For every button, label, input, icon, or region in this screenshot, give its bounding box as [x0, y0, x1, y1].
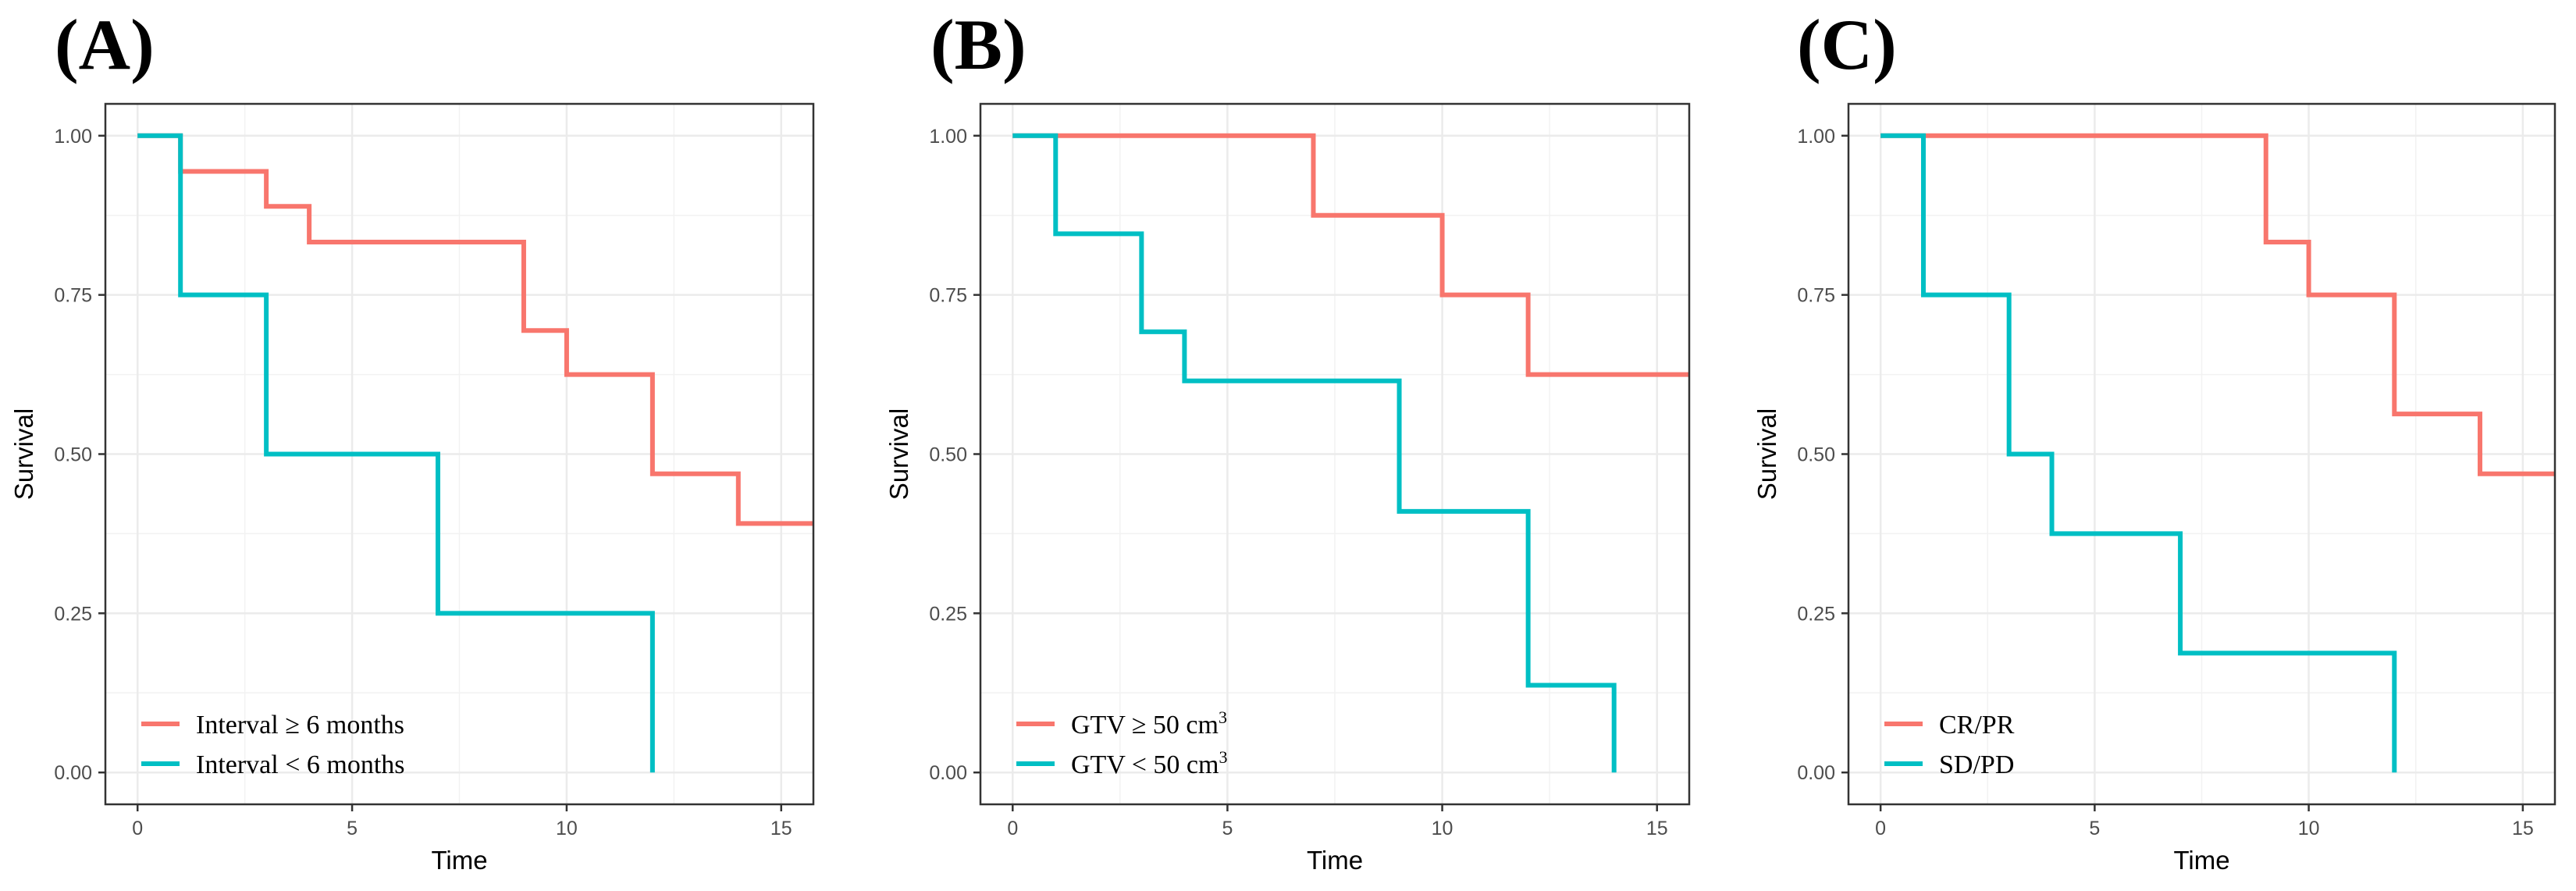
- panel-a-ticks: 0 5 10 15 0.00 0.25 0.50 0.75 1.00: [54, 126, 792, 839]
- panel-b-legend-label-sup-0: 3: [1219, 707, 1227, 727]
- panel-b-grid-major: [980, 104, 1689, 804]
- panel-c-grid-major: [1848, 104, 2555, 804]
- panel-c-y-tick-label-1: 0.25: [1797, 603, 1835, 625]
- panel-c-legend-label-1: SD/PD: [1939, 750, 2014, 779]
- panel-b-legend-label-1: GTV < 50 cm3: [1071, 747, 1227, 779]
- panel-b-y-tick-label-0: 0.00: [929, 762, 967, 784]
- panel-c-y-tick-label-3: 0.75: [1797, 285, 1835, 307]
- panel-label-c: (C): [1797, 5, 1897, 84]
- panel-c-y-tick-label-2: 0.50: [1797, 444, 1835, 466]
- panel-c-legend-label-0: CR/PR: [1939, 711, 2015, 740]
- panel-c-series: [1880, 133, 2555, 773]
- panel-b-y-tick-label-2: 0.50: [929, 444, 967, 466]
- panel-a-legend-label-1: Interval < 6 months: [196, 750, 405, 779]
- panel-a: (A) 0 5 10 15 0.00 0.25 0.50 0.75 1.00 Time Surv…: [9, 5, 815, 875]
- panel-c-legend: CR/PR SD/PD: [1884, 711, 2015, 779]
- panel-label-b: (B): [930, 5, 1026, 84]
- panel-a-x-axis-title: Time: [431, 846, 487, 875]
- panel-c-x-tick-label-0: 0: [1875, 818, 1886, 839]
- panel-c-x-tick-label-1: 5: [2089, 818, 2100, 839]
- panel-c-legend-label-main-1: SD/PD: [1939, 750, 2014, 779]
- panel-b-legend-label-0: GTV ≥ 50 cm3: [1071, 707, 1227, 740]
- panel-a-curve-cyan: [137, 133, 655, 773]
- panel-a-x-tick-label-0: 0: [132, 818, 143, 839]
- panel-c-ticks: 0 5 10 15 0.00 0.25 0.50 0.75 1.00: [1797, 126, 2533, 839]
- panel-b-curve-red: [1012, 133, 1689, 377]
- panel-a-legend: Interval ≥ 6 months Interval < 6 months: [141, 711, 405, 779]
- panel-b-x-tick-label-3: 15: [1646, 818, 1668, 839]
- panel-a-y-tick-label-4: 1.00: [54, 126, 92, 148]
- panel-a-y-axis-title: Survival: [9, 408, 38, 500]
- panel-b-y-axis-title: Survival: [884, 408, 913, 500]
- panel-label-a: (A): [55, 5, 155, 84]
- panel-b-x-tick-label-0: 0: [1007, 818, 1018, 839]
- panel-c-y-tick-label-0: 0.00: [1797, 762, 1835, 784]
- panel-c-x-tick-label-2: 10: [2298, 818, 2320, 839]
- panel-b-curve-cyan: [1012, 133, 1617, 773]
- panel-b-ticks: 0 5 10 15 0.00 0.25 0.50 0.75 1.00: [929, 126, 1667, 839]
- panel-b-legend-label-main-0: GTV ≥ 50 cm: [1071, 711, 1219, 740]
- panel-b-x-tick-label-2: 10: [1432, 818, 1453, 839]
- panel-a-y-tick-label-3: 0.75: [54, 285, 92, 307]
- panel-a-y-tick-label-2: 0.50: [54, 444, 92, 466]
- panel-b-legend-label-main-1: GTV < 50 cm: [1071, 750, 1219, 779]
- panel-b-legend-label-sup-1: 3: [1219, 747, 1227, 767]
- panel-a-x-tick-label-1: 5: [347, 818, 358, 839]
- panel-a-series: [137, 133, 813, 773]
- panel-c-legend-label-main-0: CR/PR: [1939, 711, 2015, 740]
- panel-b-y-tick-label-4: 1.00: [929, 126, 967, 148]
- panel-b: (B) 0 5 10 15 0.00 0.25 0.50 0.75 1.00 Time Surv…: [884, 5, 1691, 875]
- panel-a-legend-label-main-1: Interval < 6 months: [196, 750, 405, 779]
- panel-b-x-tick-label-1: 5: [1222, 818, 1233, 839]
- panel-c: (C) 0 5 10 15 0.00 0.25 0.50 0.75 1.00 Time Surv…: [1752, 5, 2556, 875]
- panel-c-y-axis-title: Survival: [1752, 408, 1781, 500]
- panel-c-x-tick-label-3: 15: [2512, 818, 2534, 839]
- panel-a-y-tick-label-0: 0.00: [54, 762, 92, 784]
- panel-b-y-tick-label-1: 0.25: [929, 603, 967, 625]
- panel-c-curve-cyan: [1880, 133, 2397, 773]
- panel-c-x-axis-title: Time: [2173, 846, 2229, 875]
- panel-b-x-axis-title: Time: [1307, 846, 1363, 875]
- panel-b-series: [1012, 133, 1689, 773]
- panel-a-y-tick-label-1: 0.25: [54, 603, 92, 625]
- panel-c-y-tick-label-4: 1.00: [1797, 126, 1835, 148]
- panel-a-x-tick-label-2: 10: [556, 818, 578, 839]
- panel-b-y-tick-label-3: 0.75: [929, 285, 967, 307]
- panel-a-legend-label-0: Interval ≥ 6 months: [196, 711, 404, 740]
- panel-c-curve-red: [1880, 133, 2555, 476]
- panel-a-curve-red: [137, 133, 813, 526]
- panel-a-legend-label-main-0: Interval ≥ 6 months: [196, 711, 404, 740]
- panel-a-x-tick-label-3: 15: [770, 818, 792, 839]
